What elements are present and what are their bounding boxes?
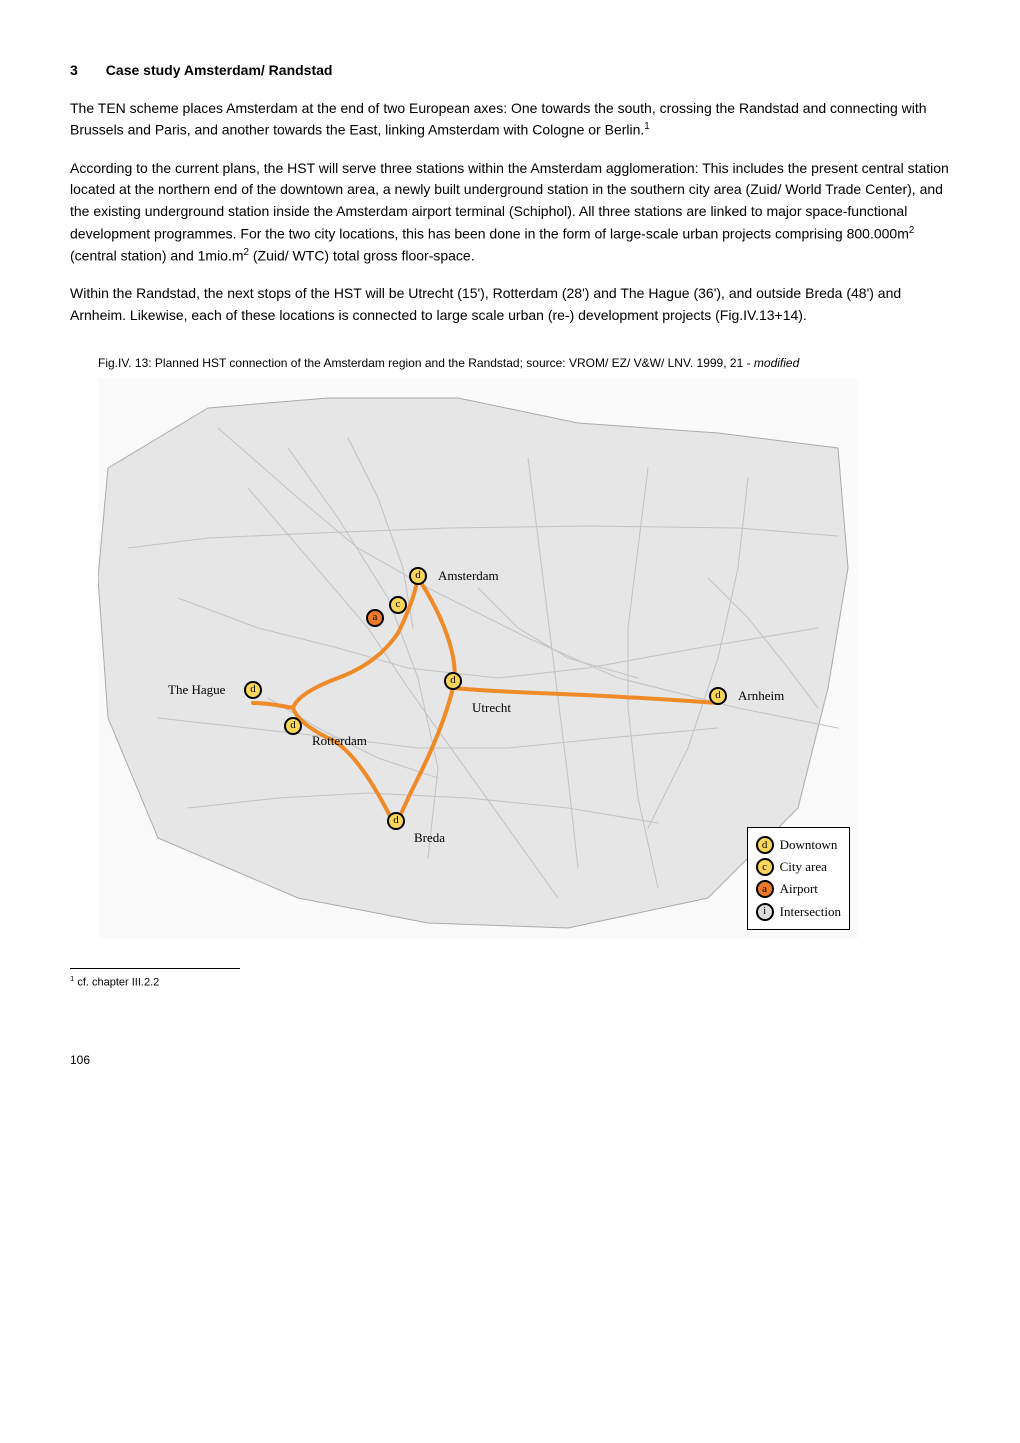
map-svg [98, 378, 858, 938]
node-amsterdam: d [409, 567, 427, 585]
node-breda: d [387, 812, 405, 830]
legend-label: Airport [780, 879, 818, 899]
legend-row-airport: a Airport [756, 879, 841, 899]
footnote-1: 1 cf. chapter III.2.2 [70, 973, 950, 992]
figure-caption: Fig.IV. 13: Planned HST connection of th… [98, 355, 878, 372]
paragraph-2: According to the current plans, the HST … [70, 158, 950, 268]
label-breda: Breda [414, 828, 445, 848]
node-the-hague: d [244, 681, 262, 699]
section-number: 3 [70, 60, 78, 82]
legend-row-intersection: i Intersection [756, 902, 841, 922]
legend-label: Intersection [780, 902, 841, 922]
section-heading: 3 Case study Amsterdam/ Randstad [70, 60, 950, 82]
node-rotterdam: d [284, 717, 302, 735]
label-rotterdam: Rotterdam [312, 731, 367, 751]
label-arnheim: Arnheim [738, 686, 784, 706]
legend-dot-a: a [756, 880, 774, 898]
legend-label: City area [780, 857, 827, 877]
figure-map: dAmsterdamcadThe HaguedUtrechtdArnheimdR… [98, 378, 858, 938]
legend-dot-c: c [756, 858, 774, 876]
node-utrecht: d [444, 672, 462, 690]
paragraph-1: The TEN scheme places Amsterdam at the e… [70, 98, 950, 142]
footnote-rule [70, 968, 240, 969]
label-amsterdam: Amsterdam [438, 566, 499, 586]
footnote-ref-1: 1 [644, 121, 649, 132]
node-arnheim: d [709, 687, 727, 705]
node-amsterdam-city: c [389, 596, 407, 614]
label-utrecht: Utrecht [472, 698, 511, 718]
node-amsterdam-airport: a [366, 609, 384, 627]
legend-row-city-area: c City area [756, 857, 841, 877]
label-the-hague: The Hague [168, 680, 225, 700]
page-number: 106 [70, 1051, 950, 1070]
legend-row-downtown: d Downtown [756, 835, 841, 855]
legend-dot-d: d [756, 836, 774, 854]
legend-label: Downtown [780, 835, 838, 855]
legend-dot-i: i [756, 903, 774, 921]
map-legend: d Downtown c City area a Airport i Intersection [747, 827, 850, 930]
section-title: Case study Amsterdam/ Randstad [106, 62, 333, 78]
paragraph-3: Within the Randstad, the next stops of t… [70, 283, 950, 326]
